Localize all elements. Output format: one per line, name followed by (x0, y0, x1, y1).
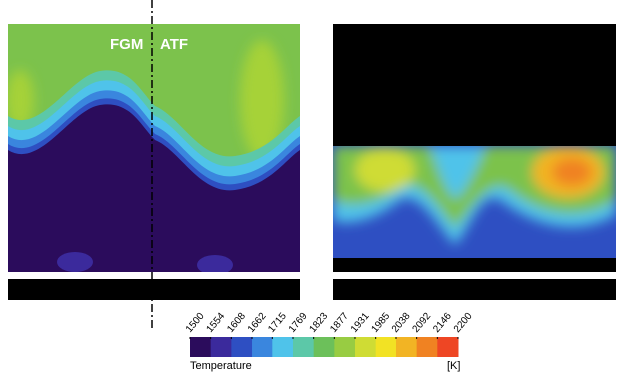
colorbar-tick-label: 2092 (411, 310, 434, 334)
colorbar-tick-label: 1500 (184, 310, 207, 334)
fgm-label: FGM (110, 36, 143, 53)
colorbar-segment (252, 337, 273, 357)
colorbar-segment (437, 337, 459, 357)
atf-label: ATF (160, 36, 188, 53)
right-field (333, 146, 616, 258)
colorbar-tick-label: 1985 (370, 310, 393, 334)
colorbar-segment (313, 337, 335, 357)
colorbar-tick-label: 2146 (431, 310, 454, 334)
colorbar-tick-label: 1608 (225, 310, 248, 334)
colorbar-segment (395, 337, 418, 357)
colorbar-tick-label: 1715 (266, 310, 289, 334)
colorbar-unit: [K] (447, 360, 460, 372)
colorbar-tick-label: 2038 (390, 310, 413, 334)
colorbar: 1500155416081662171517691823187719311985… (184, 310, 475, 357)
colorbar-title: Temperature (190, 360, 252, 372)
left-field (8, 24, 300, 272)
colorbar-segment (334, 337, 356, 357)
colorbar-segment (231, 337, 253, 357)
colorbar-segment (190, 337, 212, 357)
colorbar-tick-label: 1662 (246, 310, 269, 334)
colorbar-segment (272, 337, 294, 357)
colorbar-tick-label: 1769 (287, 310, 310, 334)
colorbar-tick-label: 1554 (205, 310, 228, 334)
colorbar-segment (355, 337, 377, 357)
colorbar-segment (210, 337, 232, 357)
colorbar-tick-label: 1823 (308, 310, 331, 334)
colorbar-tick-label: 1931 (349, 310, 372, 334)
colorbar-tick-label: 1877 (328, 310, 351, 334)
colorbar-segment (416, 337, 438, 357)
colorbar-segment (375, 337, 397, 357)
colorbar-segment (292, 337, 315, 357)
colorbar-tick-label: 2200 (452, 310, 475, 334)
